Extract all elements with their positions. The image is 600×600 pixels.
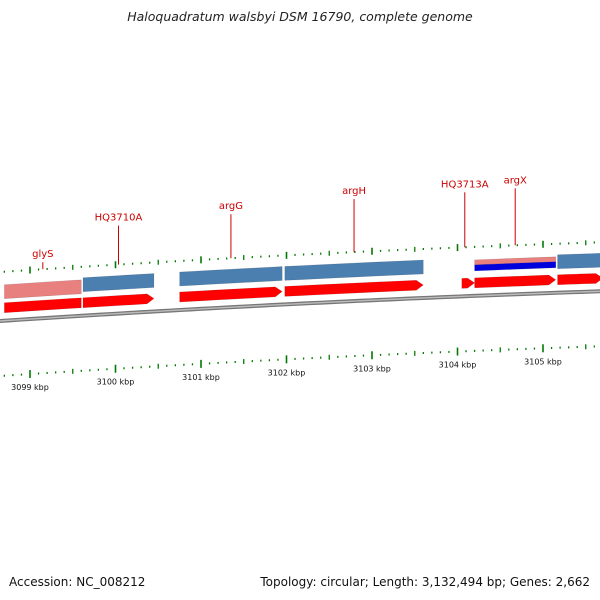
gene-label-HQ3710A: HQ3710A — [95, 213, 143, 224]
feature-tracks — [4, 253, 600, 314]
gene-band-argH — [284, 259, 424, 281]
cds-arrow-HQ3710A — [82, 293, 155, 309]
gene-band-HQ3710A — [82, 273, 155, 293]
kbp-label: 3105 kbp — [524, 357, 562, 366]
kbp-label: 3101 kbp — [182, 373, 220, 382]
genome-backbone — [0, 289, 600, 324]
accession-text: Accession: NC_008212 — [9, 575, 146, 589]
kbp-label: 3104 kbp — [439, 361, 477, 370]
kbp-label: 3103 kbp — [353, 364, 391, 373]
kbp-label: 3100 kbp — [97, 378, 135, 387]
gene-band-argG — [179, 266, 283, 287]
cds-arrow-argX — [474, 274, 557, 289]
backbone-highlight — [0, 290, 600, 322]
gene-label-HQ3713A: HQ3713A — [441, 179, 489, 190]
map-title: Haloquadratum walsbyi DSM 16790, complet… — [127, 9, 473, 24]
gene-label-argG: argG — [219, 201, 243, 212]
cds-arrow-argH — [284, 279, 424, 297]
kbp-label: 3102 kbp — [268, 368, 306, 377]
inner-tick-ring — [3, 344, 595, 379]
gene-labels: glyS HQ3710A argG argH HQ3713A argX — [32, 175, 527, 270]
gene-band-unnamed — [557, 253, 600, 270]
genome-summary-text: Topology: circular; Length: 3,132,494 bp… — [260, 575, 590, 589]
cds-arrow-argG — [179, 286, 283, 303]
outer-tick-ring — [3, 240, 595, 274]
cds-arrow-glyS — [4, 297, 82, 314]
kbp-label: 3099 kbp — [11, 383, 49, 392]
cds-arrow-unnamed — [557, 273, 600, 286]
gene-label-argH: argH — [342, 186, 366, 197]
kbp-labels: 3099 kbp 3100 kbp 3101 kbp 3102 kbp 3103 kbp… — [11, 357, 562, 392]
gene-label-glyS: glyS — [32, 249, 53, 260]
rna-band-argX — [474, 261, 557, 272]
cds-arrow-HQ3713A — [461, 277, 476, 289]
gene-label-argX: argX — [504, 175, 527, 186]
gene-band-glyS — [4, 279, 82, 300]
